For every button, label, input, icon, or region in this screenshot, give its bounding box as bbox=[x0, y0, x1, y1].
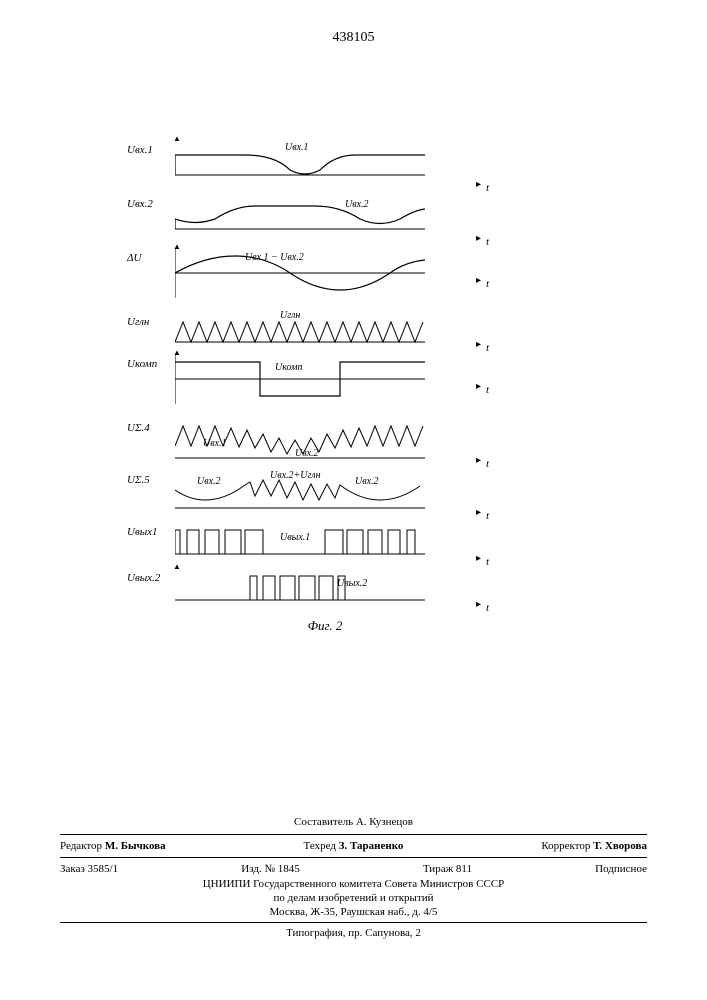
xlabel: t bbox=[486, 458, 489, 470]
ylabel-us4: UΣ.4 bbox=[127, 422, 150, 434]
x-arrow-icon: ▸ bbox=[476, 553, 481, 564]
xlabel: t bbox=[486, 342, 489, 354]
plot-uvyh2: Uвых.2 ▲ Uвых.2 ▸ t bbox=[175, 568, 475, 610]
trace-label-2: Uвх.2+Uглн bbox=[270, 470, 321, 481]
x-arrow-icon: ▸ bbox=[476, 455, 481, 466]
composer-line: Составитель А. Кузнецов bbox=[60, 816, 647, 831]
y-arrow-icon: ▲ bbox=[173, 348, 181, 357]
plot-uvx1: Uвх.1 ▲ Uвх.1 ▸ t bbox=[175, 140, 475, 190]
xlabel: t bbox=[486, 182, 489, 194]
y-arrow-icon: ▲ bbox=[173, 562, 181, 571]
plot-uvx2: Uвх.2 Uвх.2 ▸ t bbox=[175, 194, 475, 244]
ylabel-uvx1: Uвх.1 bbox=[127, 144, 153, 156]
x-arrow-icon: ▸ bbox=[476, 599, 481, 610]
plot-usigma5: UΣ.5 Uвх.2 Uвх.2+Uглн Uвх.2 ▸ t bbox=[175, 470, 475, 518]
ylabel-ugln: Uглн bbox=[127, 316, 149, 328]
izd: Изд. № 1845 bbox=[241, 863, 299, 875]
y-arrow-icon: ▲ bbox=[173, 134, 181, 143]
trace-label: Uвх.1 bbox=[285, 142, 309, 153]
y-arrow-icon: ▲ bbox=[173, 242, 181, 251]
x-arrow-icon: ▸ bbox=[476, 381, 481, 392]
ylabel-uvx2: Uвх.2 bbox=[127, 198, 153, 210]
page-number: 438105 bbox=[333, 30, 375, 46]
ylabel-ukomp: Uкомп bbox=[127, 358, 157, 370]
credits-row: Редактор М. Бычкова Техред З. Тараненко … bbox=[60, 838, 647, 854]
trace-label-2: Uвх.2 bbox=[295, 448, 319, 459]
trace-label: Uвх.2 bbox=[345, 199, 369, 210]
x-arrow-icon: ▸ bbox=[476, 339, 481, 350]
xlabel: t bbox=[486, 556, 489, 568]
x-arrow-icon: ▸ bbox=[476, 275, 481, 286]
xlabel: t bbox=[486, 384, 489, 396]
trace-label-3: Uвх.2 bbox=[355, 476, 379, 487]
x-arrow-icon: ▸ bbox=[476, 507, 481, 518]
plot-ukomp: Uкомп ▲ Uкомп ▸ t bbox=[175, 354, 475, 414]
trace-label: Uкомп bbox=[275, 362, 303, 373]
x-arrow-icon: ▸ bbox=[476, 233, 481, 244]
print-row: Заказ 3585/1 Изд. № 1845 Тираж 811 Подпи… bbox=[60, 861, 647, 877]
editor: Редактор М. Бычкова bbox=[60, 840, 166, 852]
trace-label: Uвых.1 bbox=[280, 532, 310, 543]
plot-usigma4: UΣ.4 Uвх.1 Uвх.2 ▸ t bbox=[175, 418, 475, 466]
typography: Типография, пр. Сапунова, 2 bbox=[60, 926, 647, 940]
techred: Техред З. Тараненко bbox=[304, 840, 404, 852]
org2: по делам изобретений и открытий bbox=[60, 891, 647, 905]
footer-block: Составитель А. Кузнецов Редактор М. Бычк… bbox=[60, 816, 647, 940]
plot-delta-u: ΔU ▲ Uвх.1 − Uвх.2 ▸ t bbox=[175, 248, 475, 308]
ylabel-du: ΔU bbox=[127, 252, 141, 264]
figure-caption: Фиг. 2 bbox=[175, 618, 475, 634]
corrector: Корректор Т. Хворова bbox=[541, 840, 647, 852]
trace-label: Uглн bbox=[280, 310, 300, 321]
xlabel: t bbox=[486, 278, 489, 290]
ylabel-uvyh1: Uвых1 bbox=[127, 526, 158, 538]
xlabel: t bbox=[486, 236, 489, 248]
ylabel-uvyh2: Uвых.2 bbox=[127, 572, 160, 584]
subscription: Подписное bbox=[595, 863, 647, 875]
figure-2: Uвх.1 ▲ Uвх.1 ▸ t Uвх.2 Uвх.2 ▸ t ΔU ▲ U… bbox=[175, 140, 475, 634]
xlabel: t bbox=[486, 602, 489, 614]
trace-label: Uвх.1 − Uвх.2 bbox=[245, 252, 304, 263]
trace-label: Uвх.1 bbox=[203, 438, 227, 449]
trace-label: Uвых.2 bbox=[337, 578, 367, 589]
trace-label: Uвх.2 bbox=[197, 476, 221, 487]
plot-ugln: Uглн Uглн ▸ t bbox=[175, 312, 475, 350]
plot-uvyh1: Uвых1 Uвых.1 ▸ t bbox=[175, 522, 475, 564]
ylabel-us5: UΣ.5 bbox=[127, 474, 150, 486]
org1: ЦНИИПИ Государственного комитета Совета … bbox=[60, 877, 647, 891]
tirazh: Тираж 811 bbox=[423, 863, 472, 875]
xlabel: t bbox=[486, 510, 489, 522]
address: Москва, Ж-35, Раушская наб., д. 4/5 bbox=[60, 905, 647, 919]
x-arrow-icon: ▸ bbox=[476, 179, 481, 190]
order: Заказ 3585/1 bbox=[60, 863, 118, 875]
